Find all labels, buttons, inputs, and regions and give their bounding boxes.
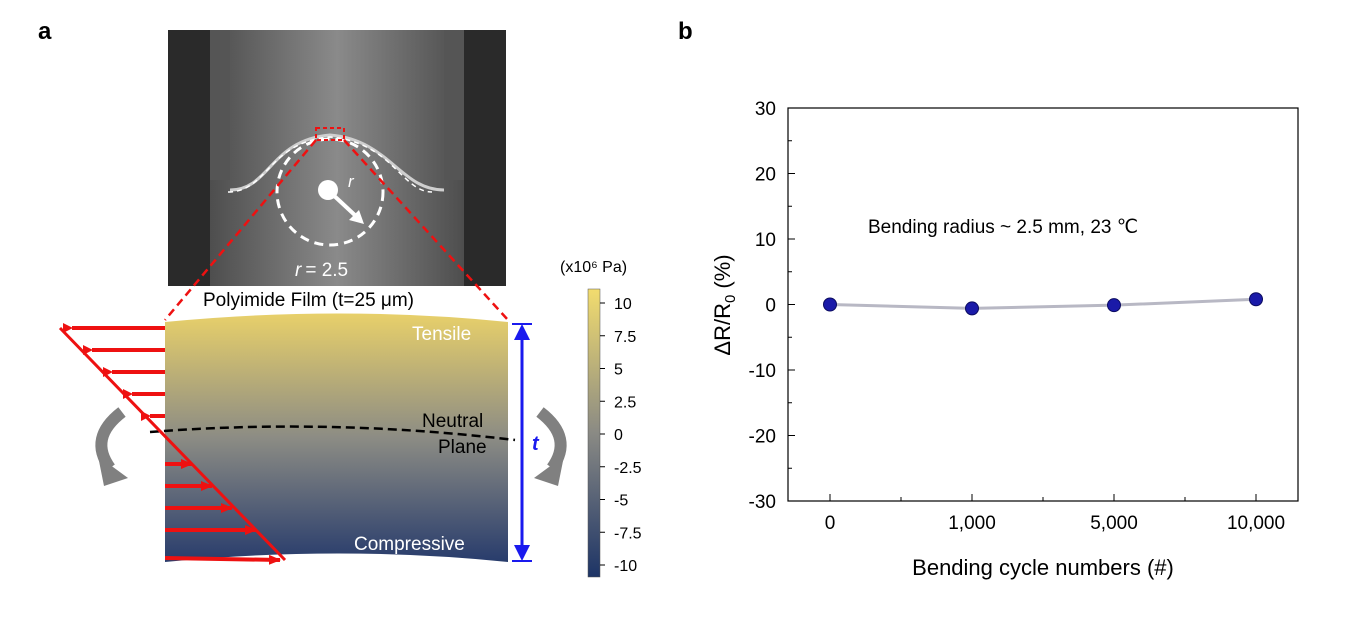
- data-point: [823, 297, 837, 312]
- panel-b-letter: b: [678, 18, 693, 45]
- y-tick-label: -30: [749, 492, 776, 513]
- zoom-line-right: [343, 139, 509, 321]
- chart-annotation: Bending radius ~ 2.5 mm, 23 ℃: [868, 217, 1138, 238]
- bending-photo: [168, 30, 506, 286]
- colorbar-tick-label: -5: [614, 493, 628, 510]
- y-axis-ticks: -30 -20 -10 0 10 20 30: [749, 99, 795, 513]
- colorbar-tick-label: 0: [614, 427, 623, 444]
- data-point: [1107, 298, 1121, 313]
- y-tick-label: 30: [755, 99, 776, 120]
- y-axis-label: ΔR/R0 (%): [710, 254, 739, 355]
- stress-arrows: [58, 323, 287, 565]
- x-tick-label: 5,000: [1090, 513, 1138, 534]
- x-tick-label: 1,000: [948, 513, 996, 534]
- neutral-plane-line: [149, 425, 516, 442]
- colorbar-tick-label: -2.5: [614, 460, 642, 477]
- colorbar-tick-label: -10: [614, 558, 637, 575]
- photo-radius-label: r = 2.5: [295, 260, 348, 281]
- y-tick-label: 20: [755, 165, 776, 186]
- colorbar-tick-label: 2.5: [614, 394, 636, 411]
- tensile-label: Tensile: [412, 324, 471, 345]
- y-tick-label: -20: [749, 427, 776, 448]
- data-point: [1249, 292, 1263, 307]
- photo-r-symbol: r: [348, 172, 355, 191]
- film-stress-block: [165, 313, 508, 562]
- compressive-label: Compressive: [354, 534, 465, 555]
- x-axis-ticks: 0 1,000 5,000 10,000: [825, 494, 1285, 534]
- rotation-arrow-left: [95, 407, 128, 486]
- chart-area: -30 -20 -10 0 10 20 30 0 1,000 5,000 10,000: [749, 99, 1299, 534]
- y-tick-label: -10: [749, 361, 776, 382]
- series-line: [829, 297, 1257, 310]
- colorbar-tick-label: 10: [614, 296, 632, 313]
- x-axis-label: Bending cycle numbers (#): [912, 555, 1174, 580]
- colorbar-unit: (x10⁶ Pa): [560, 259, 627, 276]
- neutral-label-2: Plane: [438, 437, 487, 458]
- thickness-symbol: t: [532, 433, 540, 455]
- x-tick-label: 10,000: [1227, 513, 1285, 534]
- colorbar: [587, 288, 601, 578]
- zoom-line-left: [164, 139, 317, 321]
- panel-a-letter: a: [38, 18, 52, 45]
- rotation-arrow-right: [534, 407, 567, 486]
- x-tick-label: 0: [825, 513, 836, 534]
- data-point: [965, 301, 979, 316]
- colorbar-ticks: 10 7.5 5 2.5 0 -2.5 -5 -7.5 -10: [600, 296, 642, 575]
- y-tick-label: 10: [755, 230, 776, 251]
- colorbar-tick-label: 5: [614, 362, 623, 379]
- colorbar-tick-label: -7.5: [614, 525, 642, 542]
- film-title: Polyimide Film (t=25 μm): [203, 290, 414, 311]
- thickness-arrow: [512, 323, 532, 562]
- y-tick-label: 0: [765, 296, 776, 317]
- data-points: [823, 292, 1263, 316]
- colorbar-tick-label: 7.5: [614, 329, 636, 346]
- neutral-label-1: Neutral: [422, 411, 483, 432]
